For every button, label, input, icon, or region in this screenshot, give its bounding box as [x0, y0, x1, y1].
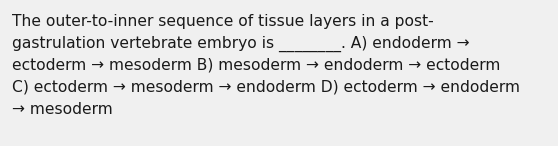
Text: C) ectoderm → mesoderm → endoderm D) ectoderm → endoderm: C) ectoderm → mesoderm → endoderm D) ect…: [12, 80, 520, 95]
Text: ectoderm → mesoderm B) mesoderm → endoderm → ectoderm: ectoderm → mesoderm B) mesoderm → endode…: [12, 58, 501, 73]
Text: The outer-to-inner sequence of tissue layers in a post-: The outer-to-inner sequence of tissue la…: [12, 14, 434, 29]
Text: gastrulation vertebrate embryo is ________. A) endoderm →: gastrulation vertebrate embryo is ______…: [12, 36, 470, 52]
Text: → mesoderm: → mesoderm: [12, 102, 113, 117]
